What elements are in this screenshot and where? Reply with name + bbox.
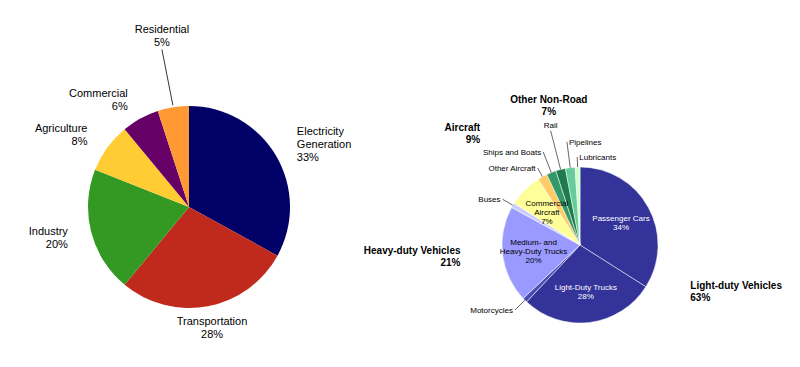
svg-text:Ships and Boats: Ships and Boats bbox=[483, 148, 541, 157]
svg-text:Transportation28%: Transportation28% bbox=[177, 315, 248, 340]
svg-text:Heavy-duty Vehicles21%: Heavy-duty Vehicles21% bbox=[364, 245, 461, 268]
svg-text:Other Non-Road7%: Other Non-Road7% bbox=[510, 94, 587, 117]
svg-text:Buses: Buses bbox=[478, 195, 500, 204]
svg-text:Industry20%: Industry20% bbox=[29, 225, 69, 250]
svg-text:Rail: Rail bbox=[544, 121, 558, 130]
svg-text:Other Aircraft: Other Aircraft bbox=[488, 164, 536, 173]
svg-text:CommercialAircraft7%: CommercialAircraft7% bbox=[526, 199, 569, 226]
svg-text:Light-duty Vehicles63%: Light-duty Vehicles63% bbox=[690, 280, 782, 303]
svg-text:Passenger Cars34%: Passenger Cars34% bbox=[592, 214, 649, 232]
svg-text:ElectricityGeneration33%: ElectricityGeneration33% bbox=[297, 125, 351, 163]
svg-text:Commercial6%: Commercial6% bbox=[69, 87, 128, 112]
svg-text:Motorcycles: Motorcycles bbox=[470, 306, 513, 315]
svg-text:Light-Duty Trucks28%: Light-Duty Trucks28% bbox=[555, 283, 617, 301]
svg-text:Medium- andHeavy-Duty Trucks20: Medium- andHeavy-Duty Trucks20% bbox=[500, 238, 568, 265]
svg-text:Residential5%: Residential5% bbox=[135, 23, 189, 48]
svg-text:Lubricants: Lubricants bbox=[579, 153, 616, 162]
svg-text:Agriculture8%: Agriculture8% bbox=[35, 122, 88, 147]
svg-text:Pipelines: Pipelines bbox=[569, 138, 601, 147]
svg-text:Aircraft9%: Aircraft9% bbox=[445, 122, 481, 145]
